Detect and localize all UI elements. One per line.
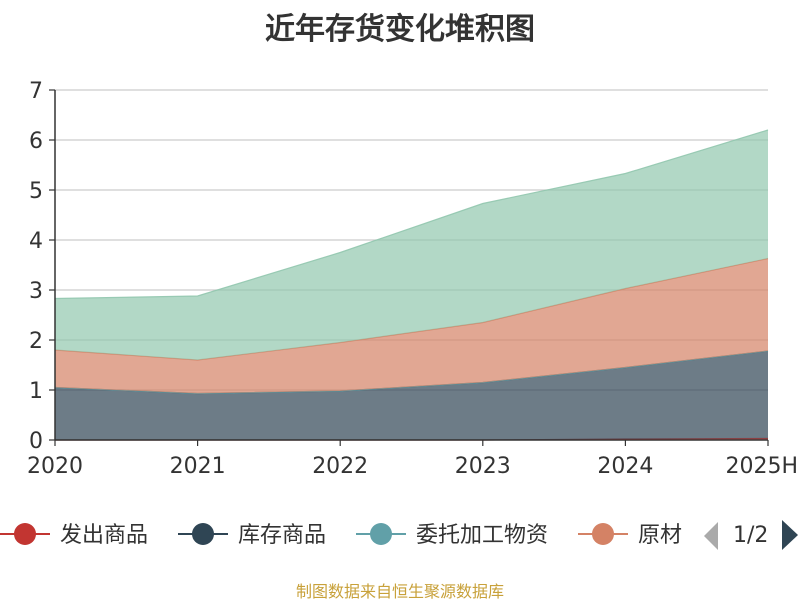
- y-tick-label: 2: [29, 329, 43, 354]
- source-note: 制图数据来自恒生聚源数据库: [295, 582, 504, 601]
- x-tick-label: 2025H: [725, 454, 798, 479]
- x-tick-label: 2020: [27, 454, 83, 479]
- chart-title: 近年存货变化堆积图: [265, 12, 535, 47]
- legend-label: 委托加工物资: [416, 523, 548, 548]
- legend[interactable]: 发出商品 库存商品 委托加工物资 原材 1/2: [0, 520, 798, 550]
- area-series-3: [55, 258, 768, 394]
- y-tick-label: 6: [29, 129, 43, 154]
- x-tick-label: 2024: [597, 454, 653, 479]
- legend-marker: [192, 523, 214, 545]
- legend-marker: [592, 523, 614, 545]
- legend-label: 发出商品: [60, 523, 148, 548]
- legend-item[interactable]: 发出商品: [0, 523, 148, 548]
- legend-prev-icon[interactable]: [704, 522, 718, 550]
- y-tick-label: 0: [29, 429, 43, 454]
- legend-page-indicator: 1/2: [733, 523, 768, 548]
- legend-marker: [370, 523, 392, 545]
- y-tick-label: 1: [29, 379, 43, 404]
- area-series-4: [55, 130, 768, 360]
- x-tick-label: 2023: [455, 454, 511, 479]
- x-tick-label: 2021: [170, 454, 226, 479]
- legend-label: 库存商品: [238, 523, 326, 548]
- area-series-1: [55, 351, 768, 440]
- legend-marker: [14, 523, 36, 545]
- y-tick-label: 3: [29, 279, 43, 304]
- legend-item[interactable]: 库存商品: [178, 523, 326, 548]
- legend-label: 原材: [638, 523, 682, 548]
- y-tick-label: 4: [29, 229, 43, 254]
- series-line-4: [54, 129, 769, 300]
- y-tick-label: 5: [29, 179, 43, 204]
- y-tick-label: 7: [29, 79, 43, 104]
- legend-next-icon[interactable]: [782, 520, 798, 550]
- axes: 0 1 2 3 4 5 6 7 2020 2021 2022 2023 2024 2025H: [27, 79, 798, 479]
- x-tick-label: 2022: [312, 454, 368, 479]
- legend-item[interactable]: 委托加工物资: [356, 523, 548, 548]
- stacked-areas: [54, 129, 769, 441]
- legend-item[interactable]: 原材: [578, 523, 682, 548]
